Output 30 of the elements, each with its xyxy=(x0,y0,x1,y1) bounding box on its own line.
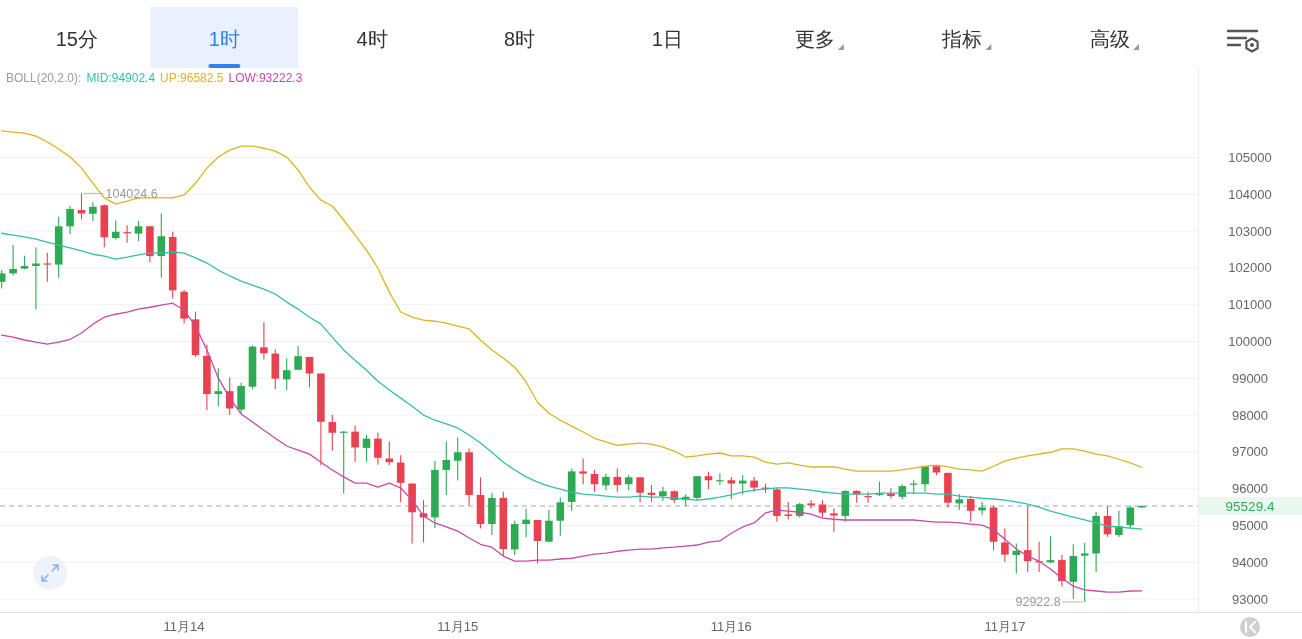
annotation: 92922.8 xyxy=(1015,595,1061,610)
y-tick-label: 94000 xyxy=(1231,554,1269,570)
y-tick-label: 97000 xyxy=(1231,444,1269,460)
category-label: 1时 xyxy=(208,28,240,50)
y-tick-label: 95000 xyxy=(1231,518,1269,533)
x-tick-label: 11月15 xyxy=(437,619,479,634)
legend: BOLL(20,2.0): MID:94902.4 UP:96582.5 LOW:93222.3 xyxy=(6,71,303,85)
y-tick-label: 95529.4 xyxy=(1225,499,1275,515)
category-label: 8时 xyxy=(504,28,536,50)
y-tick-label: 100000 xyxy=(1228,333,1272,349)
category-label: 1日 xyxy=(651,28,683,50)
y-tick-label: 102000 xyxy=(1228,260,1272,276)
category-label: 4时 xyxy=(356,28,388,50)
y-tick-label: 96000 xyxy=(1231,481,1269,497)
x-tick-label: 11月17 xyxy=(984,619,1026,634)
y-tick-label: 99000 xyxy=(1231,370,1269,386)
annotation: 104024.6 xyxy=(105,186,158,201)
y-tick-label: 93000 xyxy=(1231,591,1269,607)
y-tick-label: 105000 xyxy=(1228,149,1272,165)
category-label: 高级 xyxy=(1090,28,1130,50)
y-tick-label: 103000 xyxy=(1228,223,1272,239)
x-tick-label: 11月14 xyxy=(163,619,205,634)
line-series xyxy=(1,302,1143,593)
y-tick-label: 104000 xyxy=(1228,186,1272,202)
y-tick-label: 101000 xyxy=(1228,297,1272,313)
category-label: 更多 xyxy=(794,28,835,50)
category-label: 指标 xyxy=(941,28,983,50)
category-label: 15分 xyxy=(55,28,98,50)
x-tick-label: 11月16 xyxy=(710,619,752,634)
y-tick-label: 98000 xyxy=(1231,407,1269,423)
